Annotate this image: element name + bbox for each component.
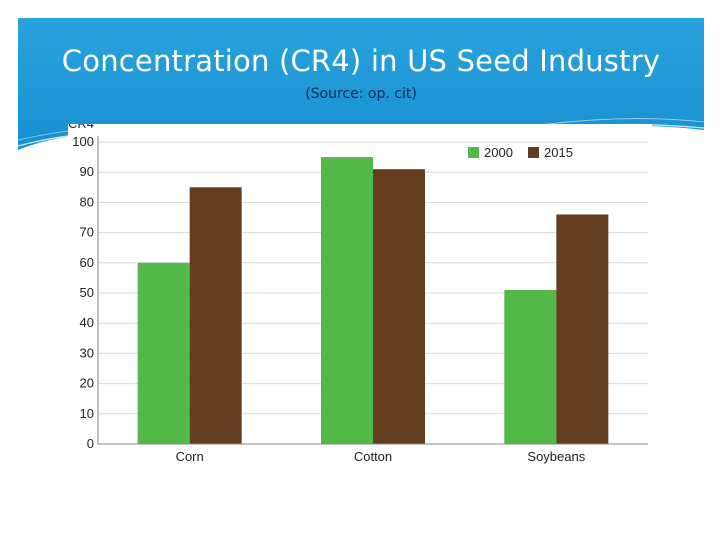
y-tick-label: 70 (80, 225, 94, 240)
y-tick-label: 20 (80, 376, 94, 391)
bar-soybeans-2000 (504, 289, 557, 444)
bar-corn-2000 (137, 262, 190, 444)
legend-swatch-2015 (528, 147, 539, 158)
x-category-label: Cotton (354, 449, 392, 464)
y-tick-label: 40 (80, 315, 94, 330)
bar-soybeans-2015 (556, 214, 609, 444)
slide-title: Concentration (CR4) in US Seed Industry (61, 44, 661, 78)
legend-swatch-2000 (468, 147, 479, 158)
legend-label: 2015 (544, 145, 573, 160)
y-tick-label: 30 (80, 345, 94, 360)
y-tick-label: 50 (80, 285, 94, 300)
axes: CR4 0 10 20 30 40 50 60 70 80 90 100 Corn Cotton Soybe… (68, 124, 648, 464)
slide-subtitle: (Source: op. cit) (305, 86, 417, 102)
y-tick-label: 0 (87, 436, 94, 451)
y-tick-label: 100 (72, 134, 94, 149)
y-axis-title: CR4 (68, 124, 94, 131)
x-category-label: Soybeans (527, 449, 585, 464)
y-tick-label: 60 (80, 255, 94, 270)
x-category-label: Corn (176, 449, 204, 464)
y-tick-label: 80 (80, 194, 94, 209)
bar-corn-2015 (189, 187, 242, 445)
y-tick-label: 10 (80, 406, 94, 421)
bar-chart: CR4 0 10 20 30 40 50 60 70 80 90 100 Corn Cotton Soybe… (68, 124, 648, 464)
y-tick-label: 90 (80, 164, 94, 179)
legend-label: 2000 (484, 145, 513, 160)
legend: 2000 2015 (468, 145, 573, 160)
chart-panel: CR4 0 10 20 30 40 50 60 70 80 90 100 Corn Cotton Soybe… (68, 124, 652, 476)
bar-cotton-2000 (321, 157, 373, 444)
bars (137, 157, 609, 445)
bar-cotton-2015 (373, 169, 425, 444)
